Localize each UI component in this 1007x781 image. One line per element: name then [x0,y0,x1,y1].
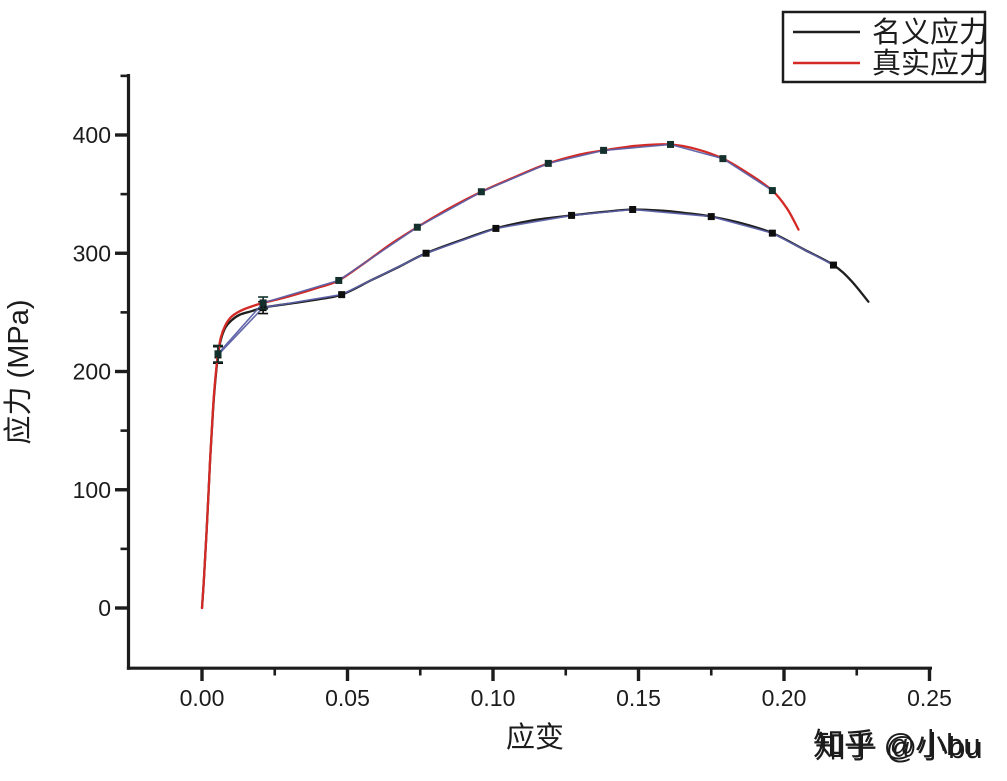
x-tick-label: 0.05 [325,685,370,711]
x-tick-label: 0.00 [180,685,225,711]
marker-true [259,299,267,307]
marker-nominal [492,224,500,232]
y-axis-title: 应力 (MPa) [2,299,35,444]
watermark: 知乎 @小bu 知乎 @小bu [813,727,983,765]
marker-true [413,223,421,231]
marker-nominal [707,213,715,221]
marker-true [667,140,675,148]
watermark-shadow: 知乎 @小bu [815,730,983,765]
legend-label-nominal: 名义应力 [872,16,988,49]
y-tick-label: 300 [73,240,111,266]
marker-nominal [768,229,776,237]
connect-line-true [217,143,773,355]
axes: 0.00 0.05 0.10 0.15 0.20 0.25 0 100 200 300 400 [73,74,952,711]
legend-label-true: 真实应力 [872,47,988,80]
y-tick-label: 0 [98,595,111,621]
marker-true [600,146,608,154]
y-tick-label: 400 [73,122,111,148]
marker-nominal [422,249,430,257]
marker-nominal [829,261,837,269]
marker-nominal [629,205,637,213]
marker-true [719,155,727,163]
y-tick-label: 100 [73,477,111,503]
marker-true [768,187,776,195]
axis-tick-labels: 0.00 0.05 0.10 0.15 0.20 0.25 0 100 200 300 400 [73,122,952,711]
marker-true [335,276,343,284]
axis-ticks [115,74,932,681]
series-true [200,140,800,610]
series-group [200,140,870,610]
x-tick-label: 0.25 [907,685,952,711]
marker-nominal [338,291,346,299]
x-tick-label: 0.10 [471,685,516,711]
legend: 名义应力 真实应力 [781,10,988,84]
watermark-text: 知乎 @小bu [813,727,981,762]
marker-true [214,350,222,358]
x-axis-title: 应变 [506,721,564,754]
x-tick-label: 0.20 [762,685,807,711]
x-tick-label: 0.15 [616,685,661,711]
y-tick-label: 200 [73,359,111,385]
connect-line-nominal [217,208,834,356]
legend-box [781,10,987,84]
marker-nominal [568,211,576,219]
marker-true [544,159,552,167]
marker-true [477,188,485,196]
